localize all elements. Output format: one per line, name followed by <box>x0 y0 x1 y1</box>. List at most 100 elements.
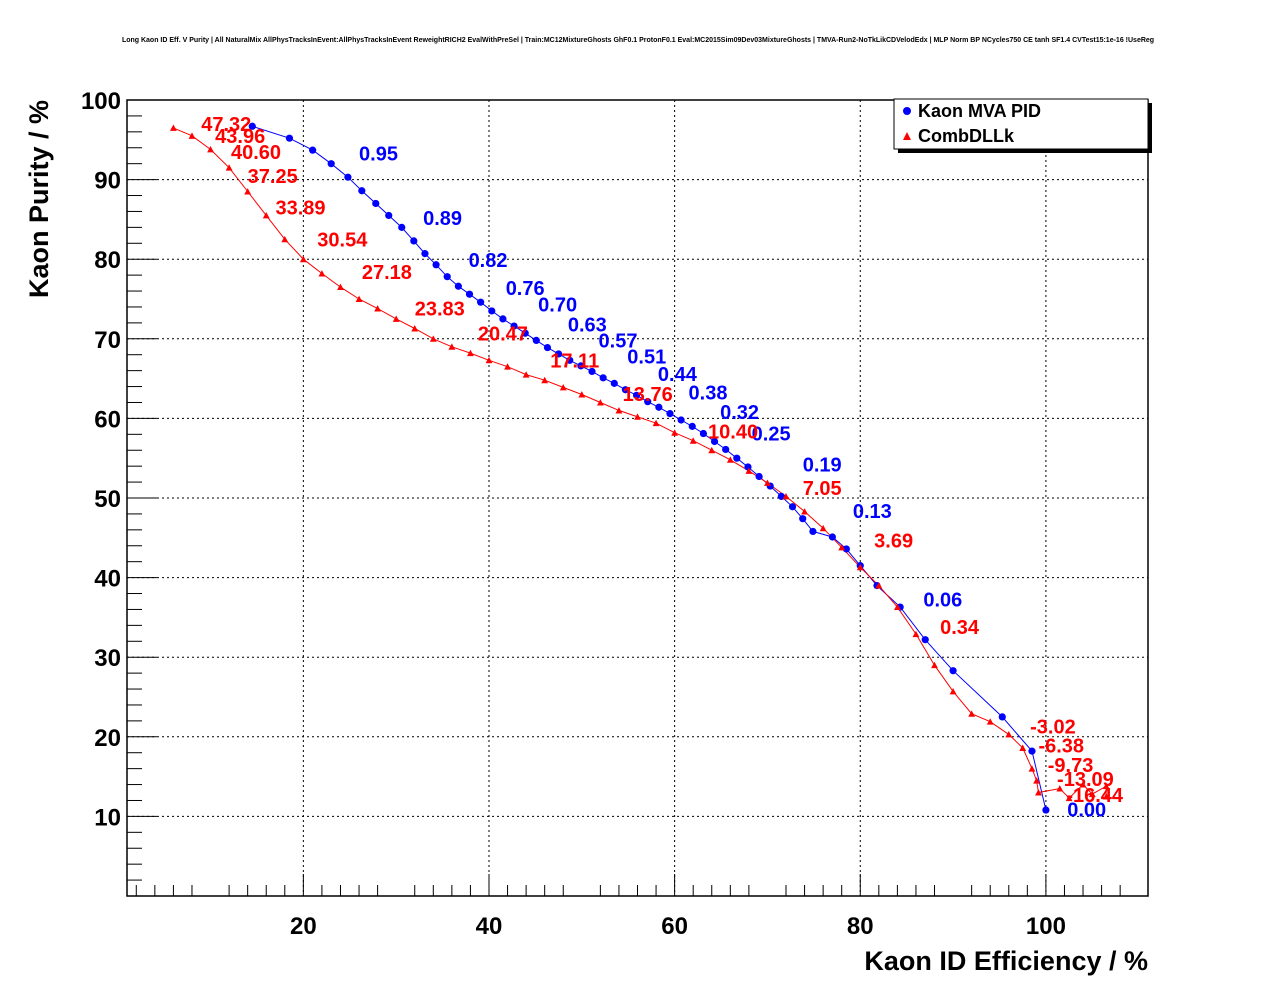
data-point-kaon-mva-pid <box>385 211 393 220</box>
data-point-combdllk <box>559 383 567 391</box>
data-point-combdllk <box>912 630 920 638</box>
data-point-kaon-mva-pid <box>248 122 256 130</box>
data-point-kaon-mva-pid <box>621 386 630 394</box>
cut-value-label: 10.40 <box>708 421 758 443</box>
cut-value-label: -16.44 <box>1066 785 1124 807</box>
data-point-combdllk <box>578 391 586 398</box>
data-point-kaon-mva-pid <box>532 336 540 344</box>
x-axis-label: Kaon ID Efficiency / % <box>864 946 1148 976</box>
cut-value-label: 0.06 <box>923 589 962 611</box>
series-lines <box>173 125 1107 811</box>
data-point-kaon-mva-pid <box>666 410 674 418</box>
y-tick-label: 30 <box>94 645 121 672</box>
data-point-combdllk <box>1056 785 1064 792</box>
y-tick-label: 80 <box>94 247 121 274</box>
data-point-combdllk <box>467 349 474 357</box>
data-point-combdllk <box>411 325 419 332</box>
data-point-kaon-mva-pid <box>788 503 797 511</box>
data-point-combdllk <box>615 407 623 414</box>
data-point-kaon-mva-pid <box>285 134 294 142</box>
data-point-kaon-mva-pid <box>655 403 663 411</box>
data-point-kaon-mva-pid <box>421 250 429 258</box>
data-point-kaon-mva-pid <box>588 367 596 376</box>
data-point-combdllk <box>318 270 326 277</box>
data-point-combdllk <box>541 376 549 384</box>
legend: Kaon MVA PID CombDLLk <box>893 98 1152 153</box>
chart-title: Long Kaon ID Eff. V Purity | All Natural… <box>122 37 1154 44</box>
data-point-kaon-mva-pid <box>688 422 696 430</box>
data-point-combdllk <box>819 524 827 532</box>
cut-value-label: -9.73 <box>1048 755 1094 777</box>
data-point-kaon-mva-pid <box>577 362 585 370</box>
data-point-kaon-mva-pid <box>809 527 817 536</box>
legend-entry-combdllk: CombDLLk <box>918 126 1015 146</box>
data-point-combdllk <box>207 145 214 153</box>
cut-value-label: 0.19 <box>803 455 842 477</box>
x-tick-label: 20 <box>290 913 317 940</box>
data-point-combdllk <box>1033 777 1041 784</box>
data-point-kaon-mva-pid <box>755 472 763 481</box>
cut-value-label: 30.54 <box>317 229 368 251</box>
data-point-combdllk <box>1102 782 1110 790</box>
data-point-kaon-mva-pid <box>921 636 929 644</box>
data-point-kaon-mva-pid <box>443 273 451 281</box>
data-point-combdllk <box>170 124 177 131</box>
cut-value-label: 47.32 <box>201 114 251 136</box>
data-point-combdllk <box>838 543 846 551</box>
data-point-kaon-mva-pid <box>1028 747 1036 755</box>
cut-value-label: 0.13 <box>853 501 892 523</box>
data-point-kaon-mva-pid <box>465 290 474 298</box>
data-point-kaon-mva-pid <box>677 416 685 424</box>
y-tick-label: 40 <box>94 566 121 593</box>
data-point-kaon-mva-pid <box>777 492 785 501</box>
cut-value-label: 20.47 <box>478 323 528 345</box>
legend-entry-kaon-mva-pid: Kaon MVA PID <box>918 101 1041 121</box>
data-point-kaon-mva-pid <box>555 350 563 358</box>
data-point-combdllk <box>1079 781 1087 788</box>
data-point-combdllk <box>708 446 716 454</box>
data-point-kaon-mva-pid <box>722 445 730 454</box>
cut-value-label: -3.02 <box>1030 717 1076 739</box>
series-line-kaon-mva-pid <box>252 125 1047 811</box>
cut-value-label: 0.95 <box>359 143 398 165</box>
cut-value-label: 0.70 <box>538 295 577 317</box>
cut-value-label: 0.38 <box>689 382 728 404</box>
data-point-kaon-mva-pid <box>358 187 366 195</box>
axis-ticks: 20 40 60 80 100 10 20 30 40 50 60 70 80 90 100 <box>81 88 1121 940</box>
cut-value-label: -13.09 <box>1057 769 1114 791</box>
data-point-kaon-mva-pid <box>799 515 807 523</box>
data-point-kaon-mva-pid <box>733 454 741 462</box>
cut-value-label: 0.25 <box>752 424 791 446</box>
data-point-kaon-mva-pid <box>644 398 652 406</box>
cut-value-label: 40.60 <box>231 142 281 164</box>
data-point-combdllk <box>374 305 382 312</box>
legend-marker-combdllk <box>903 132 911 140</box>
y-tick-label: 90 <box>94 168 121 195</box>
data-point-combdllk <box>1019 744 1027 751</box>
data-point-kaon-mva-pid <box>510 322 518 330</box>
x-tick-label: 100 <box>1026 913 1066 940</box>
data-point-combdllk <box>1088 790 1096 798</box>
data-point-combdllk <box>504 363 511 370</box>
data-point-combdllk <box>801 508 808 515</box>
x-tick-label: 60 <box>661 913 688 940</box>
cut-value-label: 0.00 <box>1067 799 1106 821</box>
data-point-combdllk <box>652 419 660 427</box>
cut-value-label: 0.34 <box>940 617 980 639</box>
x-tick-label: 80 <box>847 913 874 940</box>
data-point-combdllk <box>968 710 976 717</box>
data-point-combdllk <box>299 255 307 263</box>
cut-value-label: 23.83 <box>415 299 465 321</box>
legend-marker-kaon-mva-pid <box>903 107 911 115</box>
data-point-combdllk <box>856 563 864 571</box>
cut-value-label: 0.32 <box>720 402 759 424</box>
cut-value-label: 37.25 <box>248 166 298 188</box>
data-point-kaon-mva-pid <box>432 261 440 269</box>
series-line-combdllk <box>173 127 1107 799</box>
data-point-kaon-mva-pid <box>488 307 496 315</box>
cut-value-label: 0.76 <box>506 278 545 300</box>
data-point-kaon-mva-pid <box>828 533 837 541</box>
data-point-combdllk <box>949 688 957 695</box>
cut-value-label: 0.63 <box>568 315 607 337</box>
data-point-kaon-mva-pid <box>477 298 485 306</box>
